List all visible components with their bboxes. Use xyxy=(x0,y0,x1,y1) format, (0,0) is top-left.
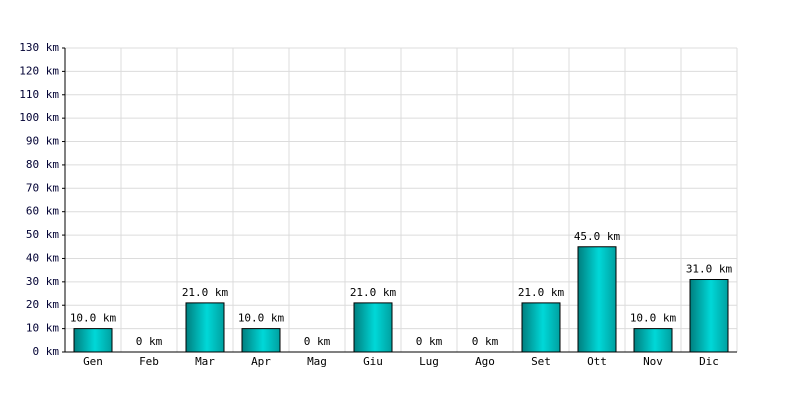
x-tick-label: Dic xyxy=(699,355,719,368)
y-tick-label: 70 km xyxy=(26,181,59,194)
y-tick-label: 90 km xyxy=(26,135,59,148)
value-label: 0 km xyxy=(472,335,499,348)
value-label: 45.0 km xyxy=(574,230,621,243)
value-label: 21.0 km xyxy=(518,286,565,299)
y-tick-label: 60 km xyxy=(26,205,59,218)
x-tick-label: Nov xyxy=(643,355,663,368)
bar xyxy=(73,328,113,353)
bar xyxy=(185,302,225,353)
value-label: 10.0 km xyxy=(70,312,117,325)
value-label: 31.0 km xyxy=(686,263,733,276)
value-label: 10.0 km xyxy=(238,312,285,325)
y-tick-label: 110 km xyxy=(19,88,59,101)
bar xyxy=(241,328,281,353)
y-tick-label: 40 km xyxy=(26,251,59,264)
y-tick-label: 0 km xyxy=(33,345,60,358)
y-tick-label: 10 km xyxy=(26,322,59,335)
y-tick-label: 120 km xyxy=(19,64,59,77)
x-tick-label: Set xyxy=(531,355,551,368)
x-tick-label: Lug xyxy=(419,355,439,368)
x-tick-label: Gen xyxy=(83,355,103,368)
value-label: 0 km xyxy=(416,335,443,348)
value-label: 0 km xyxy=(304,335,331,348)
x-tick-label: Giu xyxy=(363,355,383,368)
y-tick-label: 80 km xyxy=(26,158,59,171)
x-tick-label: Apr xyxy=(251,355,271,368)
value-label: 21.0 km xyxy=(182,286,229,299)
value-label: 10.0 km xyxy=(630,312,677,325)
y-tick-label: 130 km xyxy=(19,41,59,54)
value-label: 0 km xyxy=(136,335,163,348)
y-tick-label: 20 km xyxy=(26,298,59,311)
bar xyxy=(633,328,673,353)
value-label: 21.0 km xyxy=(350,286,397,299)
bar xyxy=(577,246,617,353)
bar xyxy=(689,279,729,353)
x-tick-label: Ott xyxy=(587,355,607,368)
y-tick-label: 30 km xyxy=(26,275,59,288)
bar xyxy=(521,302,561,353)
x-tick-label: Feb xyxy=(139,355,159,368)
bar xyxy=(353,302,393,353)
x-tick-label: Mar xyxy=(195,355,215,368)
y-tick-label: 50 km xyxy=(26,228,59,241)
x-tick-label: Ago xyxy=(475,355,495,368)
x-tick-label: Mag xyxy=(307,355,327,368)
y-tick-label: 100 km xyxy=(19,111,59,124)
